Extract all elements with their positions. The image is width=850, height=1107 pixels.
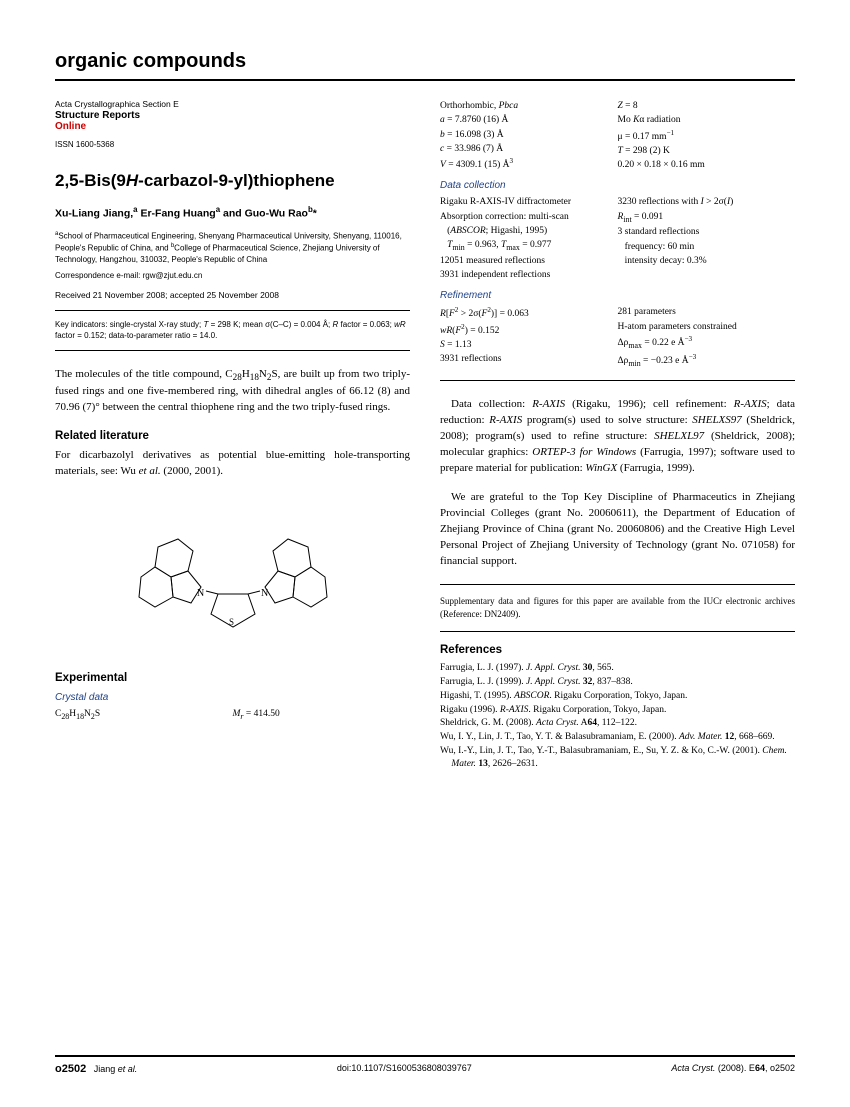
journal-reports: Structure Reports bbox=[55, 110, 410, 121]
reference-item: Wu, I.-Y., Lin, J. T., Tao, Y.-T., Balas… bbox=[440, 745, 795, 771]
category-header: organic compounds bbox=[55, 50, 795, 81]
key-indicators: Key indicators: single-crystal X-ray stu… bbox=[55, 310, 410, 351]
footer-journal: Acta Cryst. (2008). E64, o2502 bbox=[671, 1063, 795, 1075]
crystal-data-head: Crystal data bbox=[55, 692, 410, 703]
correspondence: Correspondence e-mail: rgw@zjut.edu.cn bbox=[55, 271, 410, 280]
references-head: References bbox=[440, 644, 795, 656]
refinement-right: 281 parametersH-atom parameters constrai… bbox=[618, 305, 796, 369]
acknowledgements: We are grateful to the Top Key Disciplin… bbox=[440, 490, 795, 570]
data-collection-left: Rigaku R-AXIS-IV diffractometerAbsorptio… bbox=[440, 195, 618, 282]
data-collection-right: 3230 reflections with I > 2σ(I)Rint = 0.… bbox=[618, 195, 796, 282]
supplementary-note: Supplementary data and figures for this … bbox=[440, 584, 795, 632]
refinement-left: R[F2 > 2σ(F2)] = 0.063wR(F2) = 0.152S = … bbox=[440, 305, 618, 369]
reference-item: Farrugia, L. J. (1997). J. Appl. Cryst. … bbox=[440, 662, 795, 675]
footer-doi: doi:10.1107/S1600536808039767 bbox=[337, 1063, 472, 1075]
authors: Xu-Liang Jiang,a Er-Fang Huanga and Guo-… bbox=[55, 205, 410, 220]
reference-item: Wu, I. Y., Lin, J. T., Tao, Y. T. & Bala… bbox=[440, 731, 795, 744]
journal-online: Online bbox=[55, 121, 410, 132]
crystal-cell-params: Orthorhombic, Pbcaa = 7.8760 (16) Åb = 1… bbox=[440, 99, 618, 172]
crystal-formula: C28H18N2S bbox=[55, 707, 233, 723]
abstract: The molecules of the title compound, C28… bbox=[55, 367, 410, 416]
footer-citation: Jiang et al. bbox=[94, 1064, 138, 1074]
received-accepted-dates: Received 21 November 2008; accepted 25 N… bbox=[55, 290, 410, 300]
crystal-mr: Mr = 414.50 bbox=[233, 707, 411, 723]
svg-text:S: S bbox=[229, 617, 234, 627]
reference-item: Sheldrick, G. M. (2008). Acta Cryst. A64… bbox=[440, 717, 795, 730]
affiliations: aSchool of Pharmaceutical Engineering, S… bbox=[55, 230, 410, 265]
page-footer: o2502 Jiang et al. doi:10.1107/S16005368… bbox=[55, 1055, 795, 1075]
chemical-structure-diagram: S N N bbox=[55, 494, 410, 654]
data-collection-head: Data collection bbox=[440, 180, 795, 191]
svg-text:N: N bbox=[197, 588, 204, 599]
reference-item: Farrugia, L. J. (1999). J. Appl. Cryst. … bbox=[440, 676, 795, 689]
reference-item: Rigaku (1996). R-AXIS. Rigaku Corporatio… bbox=[440, 704, 795, 717]
software-paragraph: Data collection: R-AXIS (Rigaku, 1996); … bbox=[440, 397, 795, 477]
left-column: Acta Crystallographica Section E Structu… bbox=[55, 99, 410, 772]
right-column: Orthorhombic, Pbcaa = 7.8760 (16) Åb = 1… bbox=[440, 99, 795, 772]
related-literature-head: Related literature bbox=[55, 430, 410, 442]
issn: ISSN 1600-5368 bbox=[55, 140, 410, 149]
page-number: o2502 bbox=[55, 1063, 86, 1075]
journal-section: Acta Crystallographica Section E bbox=[55, 99, 410, 109]
references-list: Farrugia, L. J. (1997). J. Appl. Cryst. … bbox=[440, 662, 795, 771]
related-literature-body: For dicarbazolyl derivatives as potentia… bbox=[55, 448, 410, 480]
reference-item: Higashi, T. (1995). ABSCOR. Rigaku Corpo… bbox=[440, 690, 795, 703]
experimental-head: Experimental bbox=[55, 672, 410, 684]
article-title: 2,5-Bis(9H-carbazol-9-yl)thiophene bbox=[55, 171, 410, 191]
refinement-head: Refinement bbox=[440, 290, 795, 301]
crystal-conditions: Z = 8Mo Kα radiationμ = 0.17 mm−1T = 298… bbox=[618, 99, 796, 172]
